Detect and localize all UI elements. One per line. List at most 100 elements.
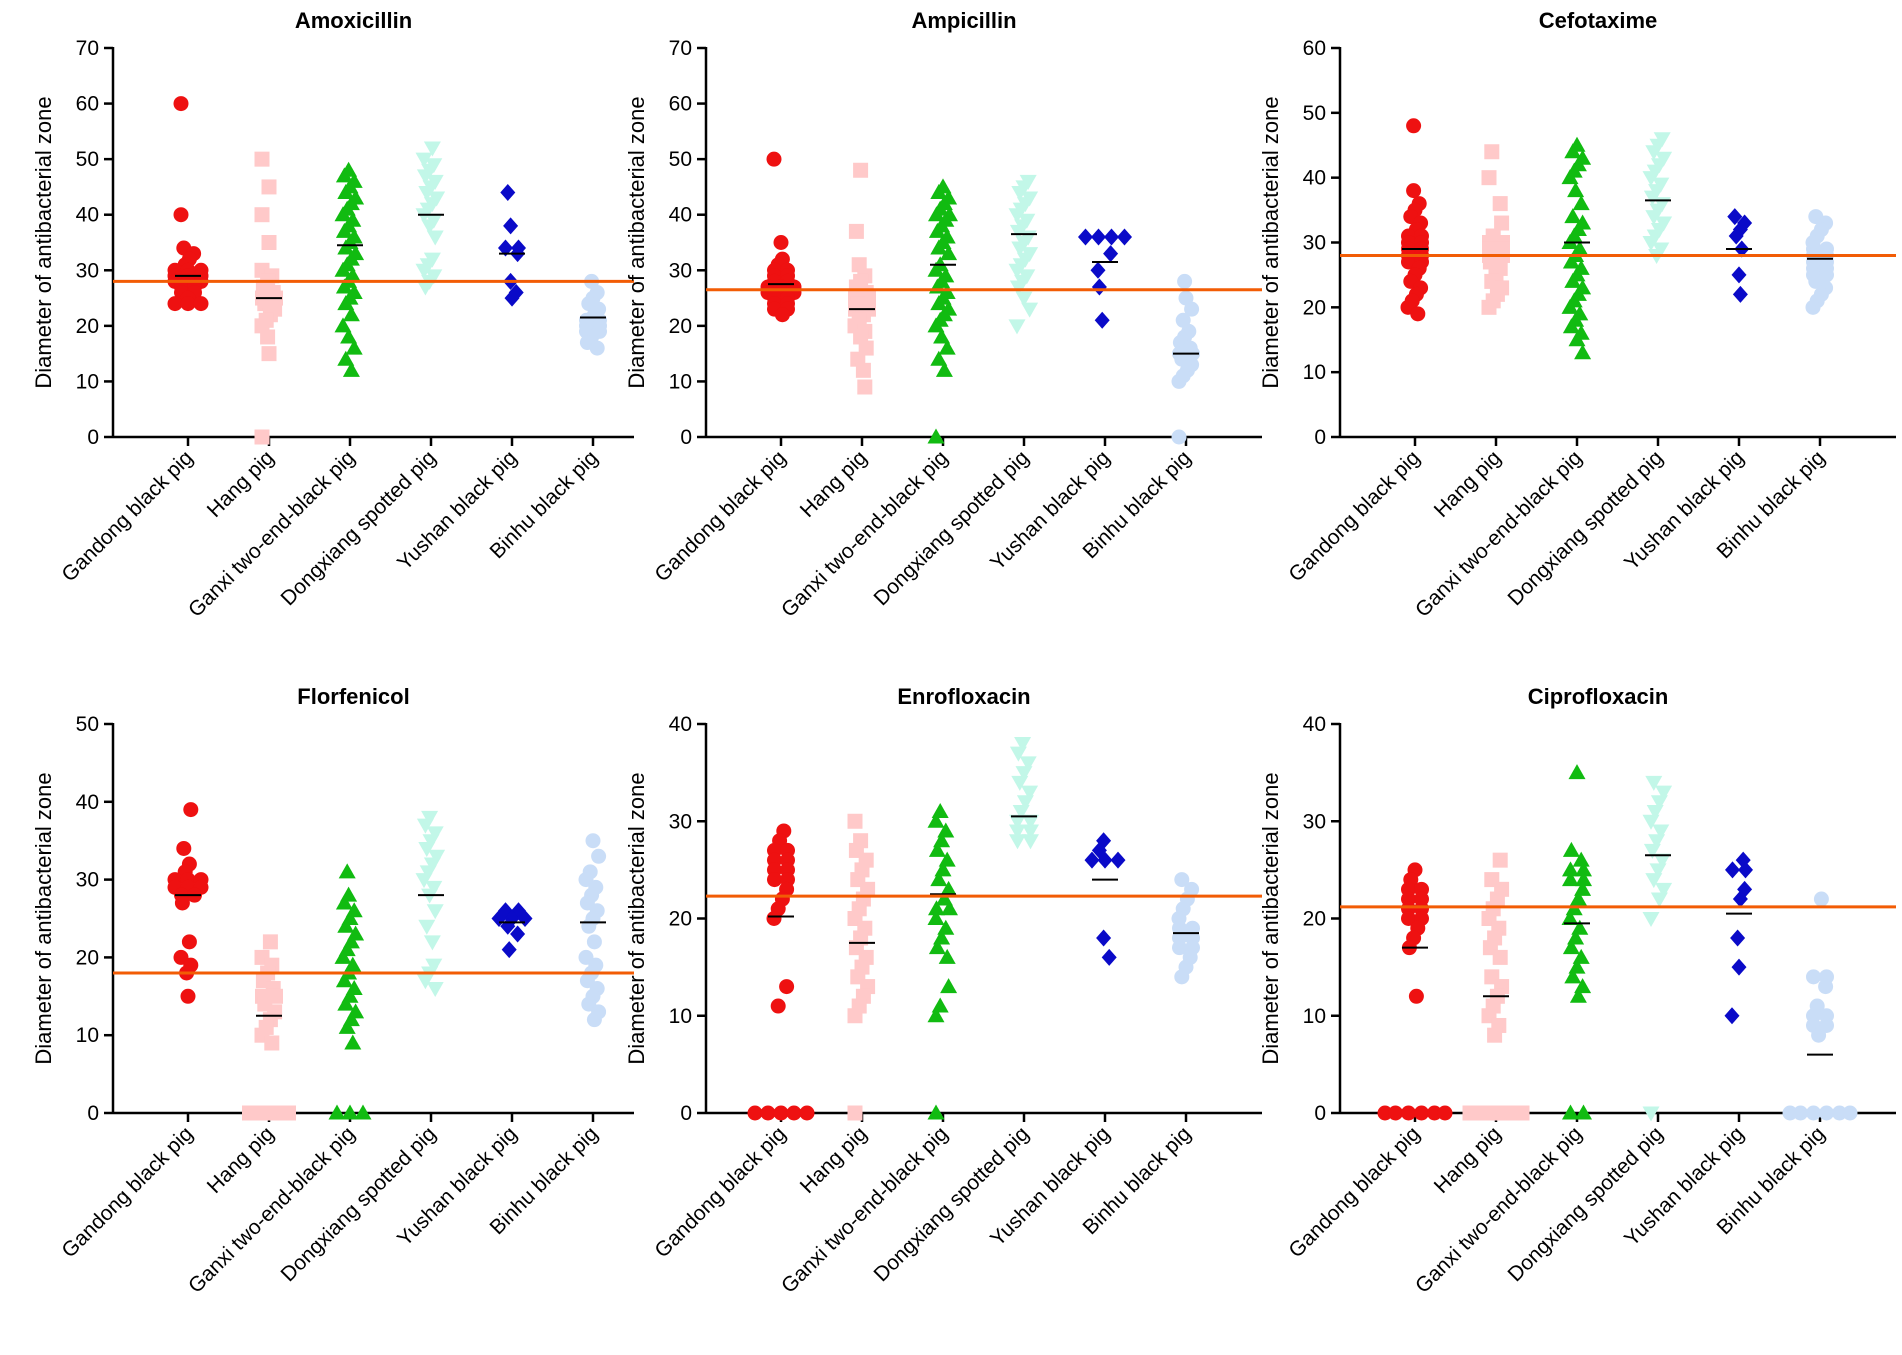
- data-point: [1575, 871, 1592, 887]
- data-point: [927, 1104, 945, 1120]
- y-tick-label: 0: [680, 426, 692, 449]
- data-point: [335, 894, 353, 910]
- data-point: [504, 289, 520, 307]
- data-point: [930, 871, 948, 887]
- data-point: [1819, 1105, 1834, 1121]
- data-point: [1501, 1105, 1517, 1121]
- data-point: [847, 1008, 863, 1024]
- data-point: [334, 206, 352, 222]
- x-tick-label: Dongxiang spotted pig: [276, 1122, 440, 1286]
- data-point: [1009, 280, 1027, 296]
- data-point: [1408, 988, 1424, 1004]
- data-point: [747, 1105, 763, 1121]
- data-point: [176, 840, 192, 856]
- data-point: [847, 813, 863, 829]
- data-point: [421, 810, 439, 826]
- data-point: [1562, 253, 1580, 269]
- data-point: [1011, 241, 1029, 257]
- data-point: [423, 857, 441, 873]
- data-point: [1724, 1007, 1740, 1025]
- data-point: [1738, 861, 1753, 879]
- data-point: [848, 223, 864, 239]
- data-point: [334, 261, 352, 277]
- data-point: [1009, 746, 1027, 762]
- data-point: [1574, 344, 1592, 360]
- data-point: [1011, 185, 1029, 201]
- data-point: [855, 362, 871, 378]
- y-axis-label: Diameter of antibacterial zone: [1258, 772, 1283, 1064]
- data-point: [338, 1018, 356, 1034]
- data-point: [342, 361, 360, 377]
- data-point: [586, 1012, 602, 1028]
- data-point: [255, 1105, 270, 1121]
- data-point: [193, 296, 209, 312]
- data-point: [337, 183, 355, 199]
- data-point: [766, 911, 782, 926]
- data-point: [1011, 775, 1029, 791]
- data-point: [1492, 949, 1508, 965]
- data-point: [173, 96, 189, 112]
- data-point: [1178, 290, 1194, 306]
- data-point: [1437, 1105, 1453, 1121]
- data-point: [799, 1105, 815, 1121]
- data-point: [1015, 766, 1033, 782]
- data-point: [1008, 263, 1026, 279]
- data-point: [1731, 958, 1747, 976]
- data-point: [1019, 756, 1037, 772]
- data-point: [337, 917, 355, 933]
- data-point: [1732, 890, 1748, 908]
- y-axis-label: Diameter of antibacterial zone: [624, 772, 649, 1064]
- data-point: [1492, 196, 1508, 212]
- data-point: [261, 235, 277, 250]
- data-point: [1642, 171, 1660, 187]
- data-point: [1653, 853, 1671, 869]
- y-tick-label: 10: [669, 370, 692, 393]
- x-tick-label: Ganxi two-end-black pig: [184, 446, 360, 622]
- data-point: [773, 235, 789, 250]
- x-tick-label: Gandong black pig: [1284, 1122, 1424, 1262]
- x-tick-label: Gandong black pig: [57, 1122, 197, 1262]
- data-point: [1561, 169, 1579, 185]
- x-tick-label: Gandong black pig: [650, 1122, 790, 1262]
- data-point: [1014, 736, 1032, 752]
- data-point: [1022, 824, 1039, 840]
- data-point: [1494, 215, 1510, 231]
- data-point: [254, 429, 270, 445]
- data-point: [423, 141, 441, 157]
- data-point: [1084, 851, 1100, 869]
- data-point: [503, 217, 519, 235]
- data-point: [1377, 1105, 1393, 1121]
- data-point: [1575, 1104, 1592, 1120]
- data-point: [281, 1105, 296, 1121]
- data-point: [1572, 195, 1590, 211]
- data-point: [930, 239, 948, 255]
- data-point: [1732, 285, 1748, 303]
- data-point: [254, 207, 270, 223]
- data-point: [1731, 266, 1747, 284]
- data-point: [1813, 891, 1829, 907]
- x-tick-label: Hang pig: [203, 446, 279, 522]
- chart-title: Ampicillin: [911, 8, 1016, 33]
- data-point: [1012, 805, 1030, 821]
- y-tick-label: 50: [669, 148, 692, 171]
- data-point: [334, 317, 352, 333]
- data-point: [1649, 863, 1667, 879]
- data-point: [416, 818, 434, 834]
- y-tick-label: 0: [1314, 426, 1326, 449]
- data-point: [1655, 785, 1673, 801]
- data-point: [1728, 227, 1744, 245]
- y-tick-label: 40: [76, 204, 99, 227]
- x-tick-label: Hang pig: [203, 1122, 279, 1198]
- data-point: [254, 151, 270, 167]
- data-point: [1022, 834, 1039, 850]
- data-point: [941, 900, 958, 916]
- x-tick-label: Dongxiang spotted pig: [1503, 446, 1667, 610]
- data-point: [1488, 1105, 1504, 1121]
- data-point: [335, 278, 353, 294]
- y-tick-label: 40: [669, 204, 692, 227]
- data-point: [262, 934, 278, 950]
- y-tick-label: 40: [76, 791, 99, 814]
- y-tick-label: 40: [1303, 713, 1326, 736]
- data-point: [1021, 302, 1039, 318]
